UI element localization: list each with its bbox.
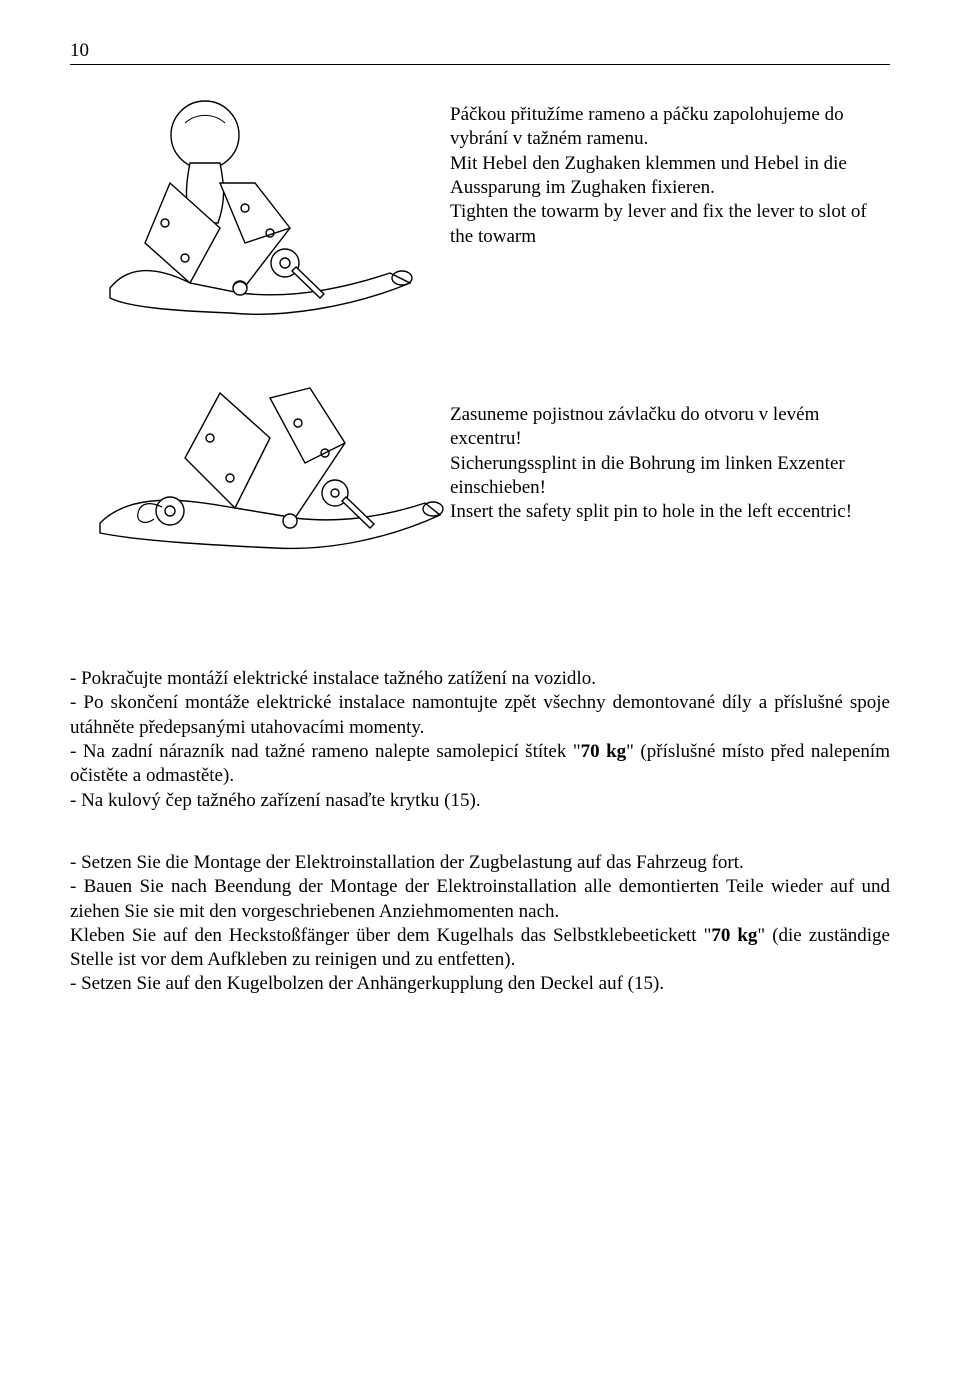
de-line-1: - Setzen Sie die Montage der Elektroinst… (70, 852, 744, 873)
figure-2 (70, 373, 450, 623)
de-line-4: - Setzen Sie auf den Kugelbolzen der Anh… (70, 973, 664, 994)
text-en: Tighten the towarm by lever and fix the … (450, 200, 890, 249)
cz-line-2: - Po skončení montáže elektrické instala… (70, 692, 890, 737)
text-en: Insert the safety split pin to hole in t… (450, 500, 890, 524)
instruction-text-1: Páčkou přitužíme rameno a páčku zapolohu… (450, 93, 890, 249)
de-line-2: - Bauen Sie nach Beendung der Montage de… (70, 876, 890, 921)
de-line-3a: Kleben Sie auf den Heckstoßfänger über d… (70, 925, 711, 946)
horizontal-rule (70, 64, 890, 65)
paragraph-german: - Setzen Sie die Montage der Elektroinst… (70, 851, 890, 997)
text-de: Mit Hebel den Zughaken klemmen und Hebel… (450, 152, 890, 201)
instruction-block-1: Páčkou přitužíme rameno a páčku zapolohu… (70, 93, 890, 343)
cz-bold-70kg: 70 kg (581, 741, 627, 762)
towbar-ball-icon (70, 93, 450, 343)
cz-line-3a: - Na zadní nárazník nad tažné rameno nal… (70, 741, 581, 762)
paragraph-czech: - Pokračujte montáží elektrické instalac… (70, 667, 890, 813)
cz-line-1: - Pokračujte montáží elektrické instalac… (70, 668, 596, 689)
text-cz: Zasuneme pojistnou závlačku do otvoru v … (450, 403, 890, 452)
figure-1 (70, 93, 450, 343)
towbar-pin-icon (70, 373, 450, 623)
instruction-text-2: Zasuneme pojistnou závlačku do otvoru v … (450, 373, 890, 525)
de-bold-70kg: 70 kg (711, 925, 757, 946)
text-cz: Páčkou přitužíme rameno a páčku zapolohu… (450, 103, 890, 152)
page-number: 10 (70, 40, 890, 62)
instruction-block-2: Zasuneme pojistnou závlačku do otvoru v … (70, 373, 890, 623)
text-de: Sicherungssplint in die Bohrung im linke… (450, 452, 890, 501)
cz-line-4: - Na kulový čep tažného zařízení nasaďte… (70, 790, 481, 811)
